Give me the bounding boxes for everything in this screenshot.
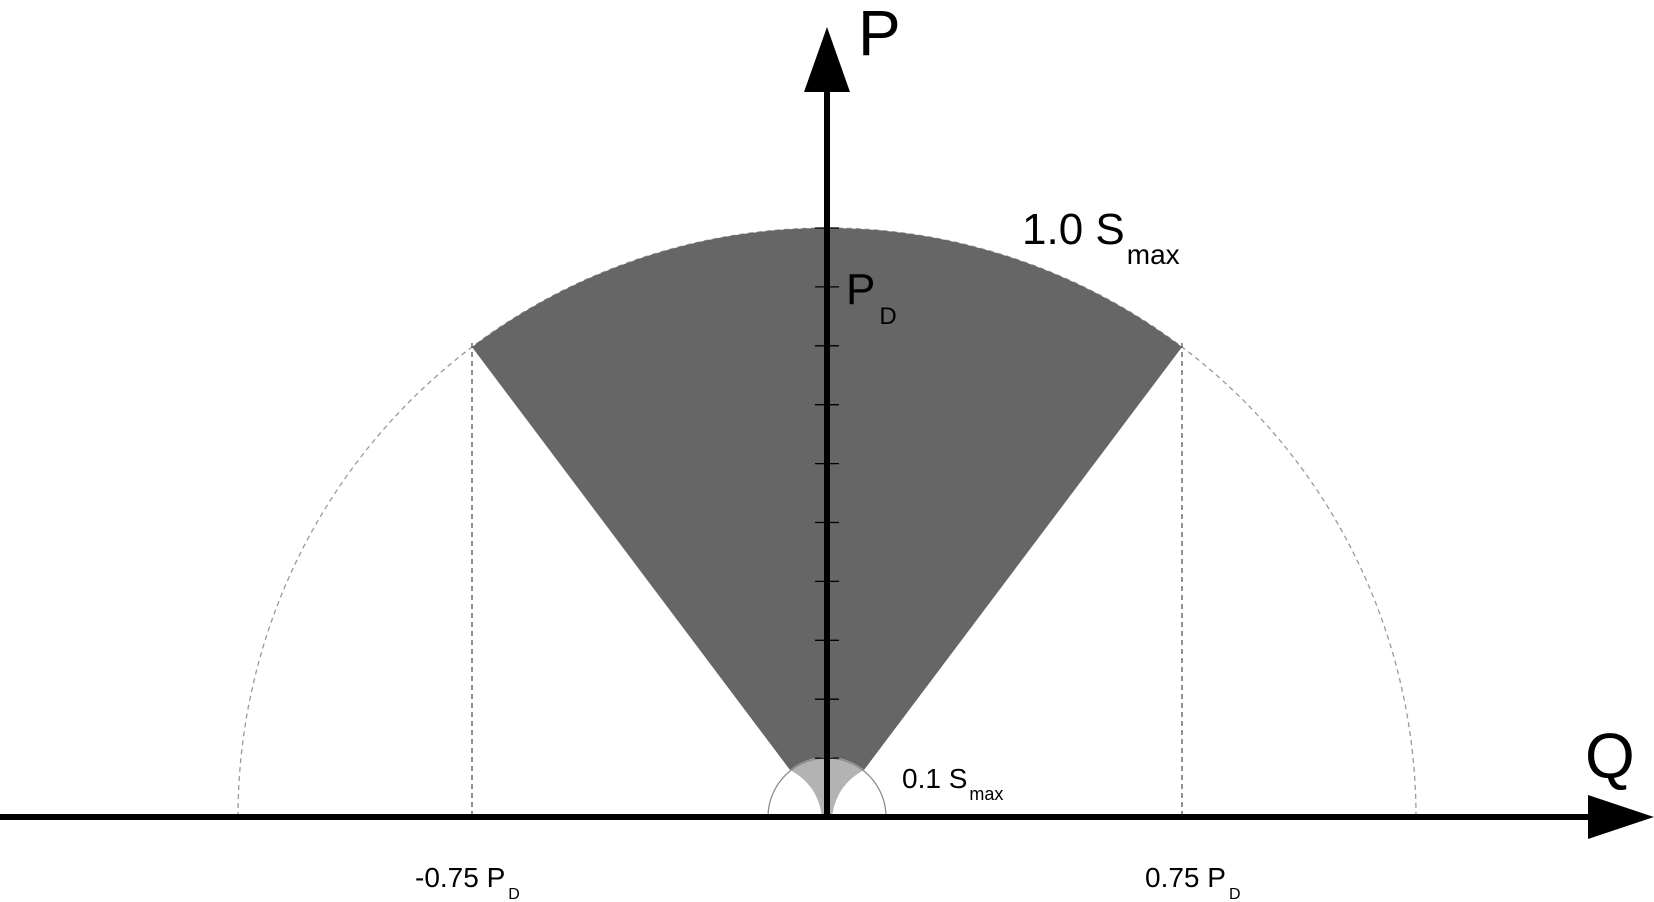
q-axis-label: Q — [1585, 720, 1635, 792]
p-axis-label: P — [858, 0, 901, 69]
outer-arc-label: 1.0 Smax — [1022, 205, 1180, 270]
q-pos-label: 0.75 PD — [1145, 862, 1241, 902]
pd-label: PD — [846, 265, 897, 330]
p-axis-arrow-icon — [804, 27, 850, 92]
q-neg-label: -0.75 PD — [415, 862, 520, 902]
q-axis-arrow-icon — [1588, 795, 1654, 839]
